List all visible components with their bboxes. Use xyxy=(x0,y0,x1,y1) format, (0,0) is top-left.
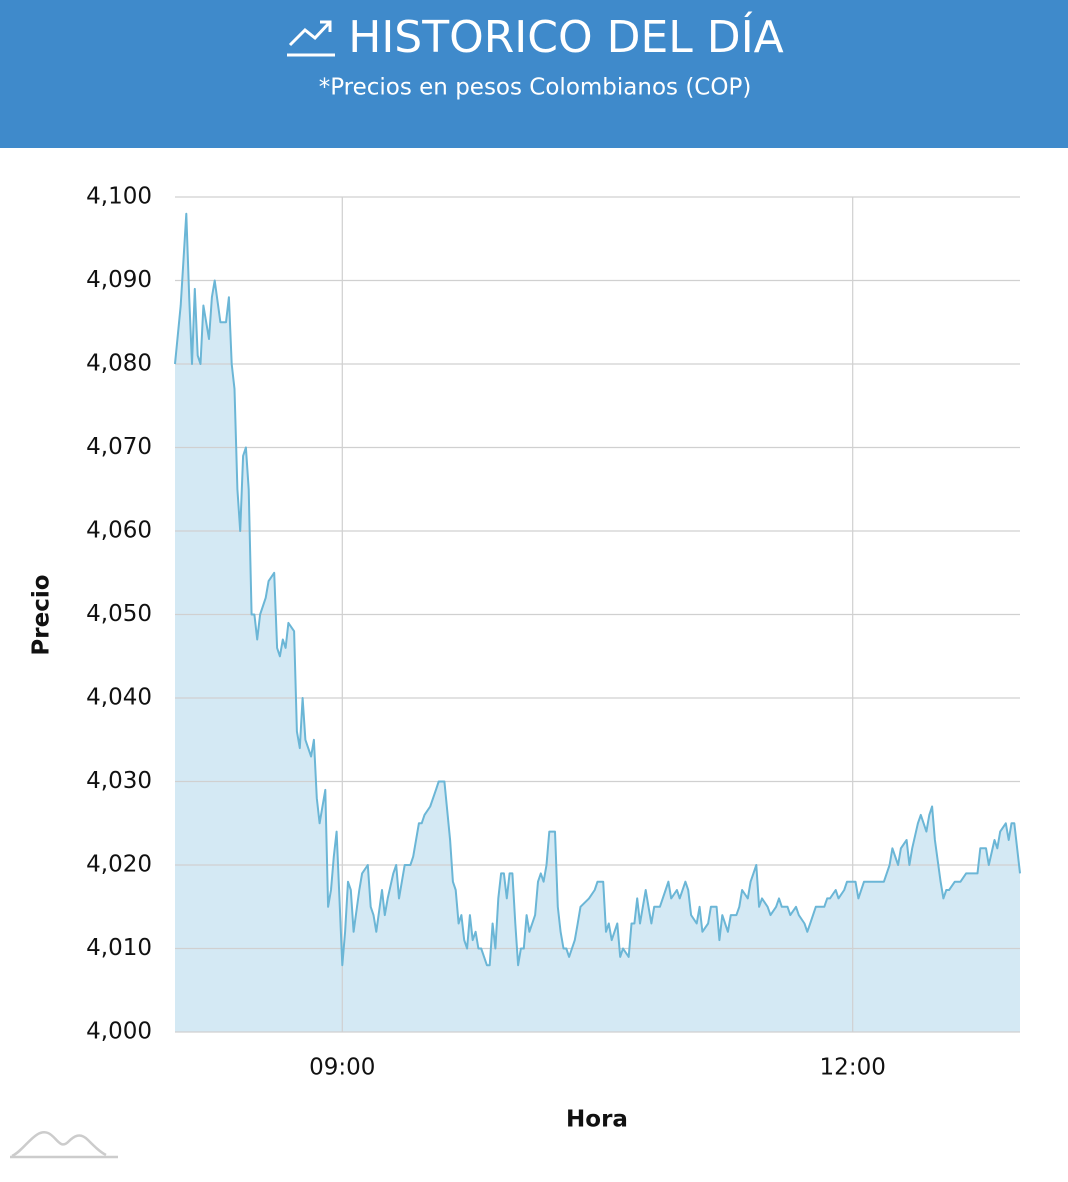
y-axis-label: Precio xyxy=(29,574,55,655)
y-tick-label: 4,020 xyxy=(86,852,152,878)
chart-title: HISTORICO DEL DÍA xyxy=(348,10,784,63)
y-tick-label: 4,050 xyxy=(86,601,152,627)
logo xyxy=(10,1131,118,1159)
header-band xyxy=(0,0,1068,148)
y-tick-label: 4,040 xyxy=(86,685,152,711)
y-tick-label: 4,080 xyxy=(86,351,152,377)
area xyxy=(175,213,1020,1032)
x-tick-label: 09:00 xyxy=(309,1055,375,1081)
y-tick-label: 4,010 xyxy=(86,935,152,961)
y-tick-label: 4,030 xyxy=(86,768,152,794)
y-tick-label: 4,060 xyxy=(86,518,152,544)
trend-icon xyxy=(287,20,335,57)
x-tick-label: 12:00 xyxy=(820,1055,886,1081)
chart-subtitle: *Precios en pesos Colombianos (COP) xyxy=(319,75,752,101)
y-tick-label: 4,000 xyxy=(86,1019,152,1045)
x-axis-label: Hora xyxy=(566,1107,628,1133)
line xyxy=(174,212,1021,967)
y-tick-label: 4,090 xyxy=(86,267,152,293)
y-tick-label: 4,100 xyxy=(86,184,152,210)
y-tick-label: 4,070 xyxy=(86,434,152,460)
